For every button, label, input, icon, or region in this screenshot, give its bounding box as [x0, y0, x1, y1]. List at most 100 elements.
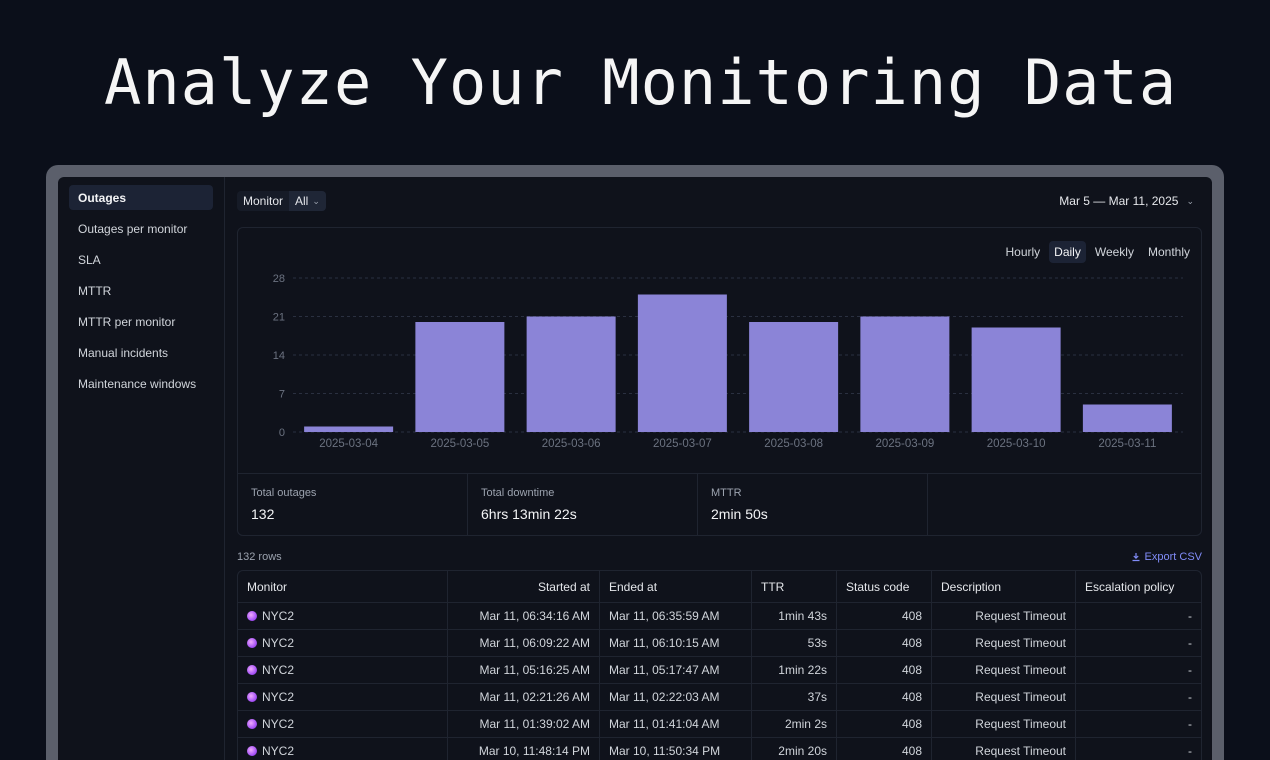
cell-monitor: NYC2 [238, 603, 448, 629]
granularity-weekly[interactable]: Weekly [1094, 245, 1134, 259]
column-header-ended-at[interactable]: Ended at [600, 571, 752, 602]
cell-escalation-policy: - [1076, 684, 1201, 710]
table-body: NYC2 Mar 11, 06:34:16 AM Mar 11, 06:35:59 … [238, 603, 1201, 760]
stat-label: Total downtime [481, 487, 555, 499]
sidebar-item-outages[interactable]: Outages [69, 185, 213, 210]
sidebar-item-outages-per-monitor[interactable]: Outages per monitor [78, 221, 188, 236]
monitor-select-value: All [295, 194, 309, 208]
column-header-monitor[interactable]: Monitor [238, 571, 448, 602]
cell-description-text: Request Timeout [975, 636, 1066, 650]
cell-ended-at-text: Mar 10, 11:50:34 PM [609, 744, 721, 758]
outages-chart-card: 0 7 14 21 28 2025-03-04 2025-03-05 2025-03-06 20… [237, 227, 1202, 536]
cell-description: Request Timeout [932, 657, 1076, 683]
cell-description-text: Request Timeout [975, 717, 1066, 731]
granularity-monthly[interactable]: Monthly [1147, 245, 1190, 259]
column-header-ttr[interactable]: TTR [752, 571, 837, 602]
cell-started-at: Mar 10, 11:48:14 PM [448, 738, 600, 760]
cell-monitor-text: NYC2 [262, 690, 295, 704]
cell-started-at-text: Mar 11, 05:16:25 AM [479, 663, 590, 677]
monitor-icon [247, 692, 257, 702]
bar [637, 294, 727, 432]
toolbar: Monitor All ⌄ Mar 5 — Mar 11, 2025 ⌄ [237, 191, 1202, 211]
y-tick-label: 0 [279, 427, 285, 439]
sidebar-item-mttr-per-monitor[interactable]: MTTR per monitor [78, 314, 176, 329]
column-header-description[interactable]: Description [932, 571, 1076, 602]
stat-label: Total outages [251, 487, 317, 499]
table-row[interactable]: NYC2 Mar 10, 11:48:14 PM Mar 10, 11:50:34 … [238, 738, 1201, 760]
table-row[interactable]: NYC2 Mar 11, 02:21:26 AM Mar 11, 02:22:03 … [238, 684, 1201, 711]
cell-ttr-text: 1min 22s [778, 663, 827, 677]
cell-started-at: Mar 11, 01:39:02 AM [448, 711, 600, 737]
x-tick-label: 2025-03-10 [987, 438, 1046, 450]
cell-ended-at-text: Mar 11, 06:10:15 AM [609, 636, 720, 650]
column-header-started-at[interactable]: Started at [448, 571, 600, 602]
granularity-hourly[interactable]: Hourly [1005, 245, 1041, 259]
x-tick-label: 2025-03-05 [430, 438, 489, 450]
table-row[interactable]: NYC2 Mar 11, 01:39:02 AM Mar 11, 01:41:04 … [238, 711, 1201, 738]
export-csv-label: Export CSV [1144, 551, 1202, 563]
cell-ttr-text: 2min 20s [778, 744, 827, 758]
stat-value: 132 [251, 506, 275, 522]
monitor-filter-label: Monitor [243, 194, 284, 208]
chevron-down-icon: ⌄ [312, 195, 320, 206]
bar [860, 316, 950, 432]
cell-ttr-text: 1min 43s [778, 609, 827, 623]
sidebar-item-maintenance-windows[interactable]: Maintenance windows [78, 376, 197, 391]
cell-ttr: 1min 22s [752, 657, 837, 683]
x-tick-label: 2025-03-09 [875, 438, 934, 450]
cell-escalation-policy-text: - [1188, 663, 1192, 677]
cell-ended-at: Mar 11, 06:10:15 AM [600, 630, 752, 656]
sidebar-item-manual-incidents[interactable]: Manual incidents [78, 345, 169, 360]
cell-escalation-policy: - [1076, 657, 1201, 683]
cell-escalation-policy: - [1076, 603, 1201, 629]
hero-title: Analyze Your Monitoring Data [104, 46, 1178, 119]
cell-description: Request Timeout [932, 684, 1076, 710]
app-frame: Outages Outages per monitor SLA MTTR MTT… [46, 165, 1224, 760]
app-window: Outages Outages per monitor SLA MTTR MTT… [58, 177, 1212, 760]
x-tick-label: 2025-03-06 [542, 438, 601, 450]
cell-monitor-text: NYC2 [262, 609, 295, 623]
cell-ended-at: Mar 11, 02:22:03 AM [600, 684, 752, 710]
outages-table: Monitor Started at Ended at TTR Status c… [237, 570, 1202, 760]
bar [1082, 404, 1172, 432]
cell-ended-at-text: Mar 11, 01:41:04 AM [609, 717, 720, 731]
cell-status-code: 408 [837, 711, 932, 737]
cell-started-at-text: Mar 11, 06:34:16 AM [479, 609, 590, 623]
sidebar-item-sla[interactable]: SLA [78, 252, 101, 267]
table-row[interactable]: NYC2 Mar 11, 05:16:25 AM Mar 11, 05:17:47 … [238, 657, 1201, 684]
stat-mttr: MTTR 2min 50s [698, 474, 928, 535]
cell-monitor: NYC2 [238, 738, 448, 760]
cell-escalation-policy: - [1076, 738, 1201, 760]
column-header-escalation-policy[interactable]: Escalation policy [1085, 579, 1175, 594]
cell-description-text: Request Timeout [975, 744, 1066, 758]
cell-description-text: Request Timeout [975, 690, 1066, 704]
date-range-label: Mar 5 — Mar 11, 2025 [1059, 194, 1179, 208]
cell-ended-at-text: Mar 11, 02:22:03 AM [609, 690, 720, 704]
sidebar-item-mttr[interactable]: MTTR [78, 283, 112, 298]
cell-ended-at: Mar 11, 05:17:47 AM [600, 657, 752, 683]
monitor-select[interactable]: All ⌄ [289, 191, 326, 211]
cell-ttr-text: 53s [807, 636, 827, 650]
cell-ttr: 2min 2s [752, 711, 837, 737]
y-tick-label: 21 [273, 312, 285, 324]
column-header-status-code[interactable]: Status code [837, 571, 932, 602]
date-range-picker[interactable]: Mar 5 — Mar 11, 2025 ⌄ [1059, 194, 1202, 208]
cell-escalation-policy: - [1076, 630, 1201, 656]
table-row[interactable]: NYC2 Mar 11, 06:34:16 AM Mar 11, 06:35:59 … [238, 603, 1201, 630]
cell-status-code: 408 [837, 630, 932, 656]
table-row[interactable]: NYC2 Mar 11, 06:09:22 AM Mar 11, 06:10:15 … [238, 630, 1201, 657]
granularity-daily[interactable]: Daily [1049, 241, 1086, 263]
table-meta: 132 rows Export CSV [237, 549, 1202, 565]
x-tick-label: 2025-03-08 [764, 438, 823, 450]
cell-ttr: 53s [752, 630, 837, 656]
cell-started-at-text: Mar 11, 06:09:22 AM [479, 636, 590, 650]
granularity-toggle: Hourly Daily Weekly Monthly [1000, 241, 1195, 263]
cell-status-code: 408 [837, 603, 932, 629]
cell-ttr: 37s [752, 684, 837, 710]
cell-ended-at: Mar 10, 11:50:34 PM [600, 738, 752, 760]
cell-ttr: 2min 20s [752, 738, 837, 760]
bar [415, 322, 505, 432]
cell-started-at-text: Mar 11, 02:21:26 AM [479, 690, 590, 704]
export-csv-button[interactable]: Export CSV [1131, 551, 1202, 563]
cell-escalation-policy-text: - [1188, 717, 1192, 731]
